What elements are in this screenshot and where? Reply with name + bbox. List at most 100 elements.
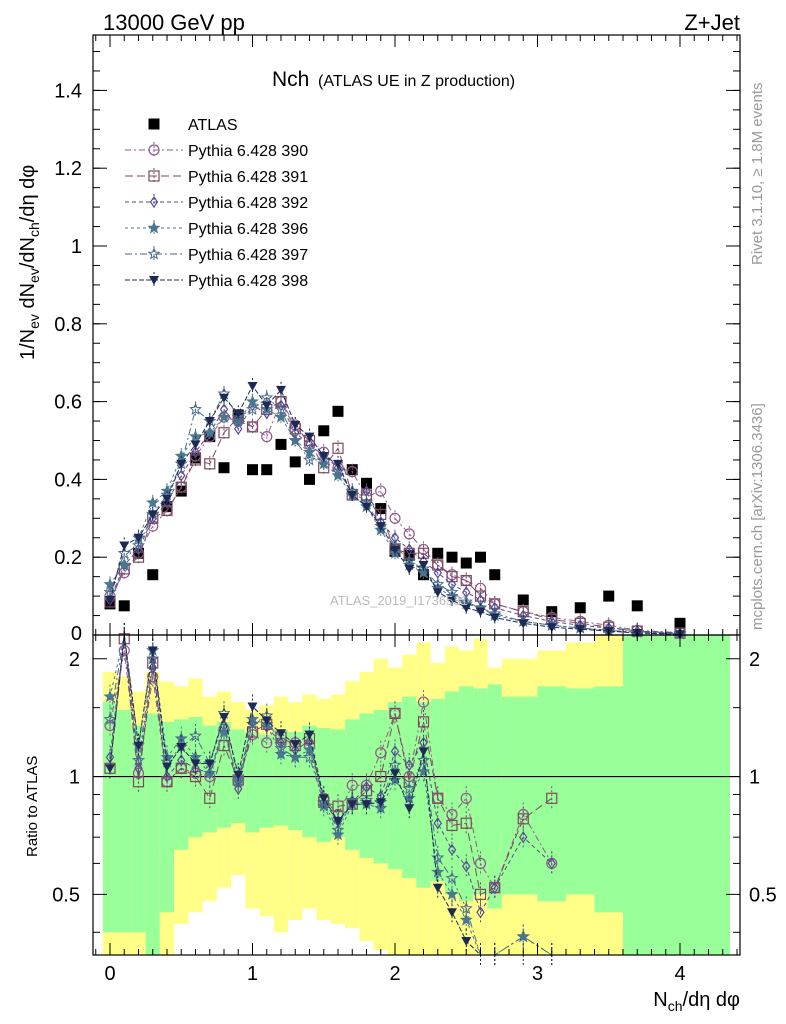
legend: ATLAS Pythia 6.428 390 Pythia 6.428 391 Pyt… [125,117,308,290]
data-point [103,712,117,725]
ratio-line [109,638,553,896]
data-point [105,751,115,764]
data-point [147,510,158,520]
data-point [149,276,159,285]
data-point [246,421,259,433]
data-point [362,781,371,794]
data-point [546,623,557,633]
data-point [148,118,160,130]
data-point [189,729,202,742]
data-point [405,759,414,772]
legend-entry: Pythia 6.428 396 [125,220,308,238]
plot-subtitle: (ATLAS UE in Z production) [318,73,515,90]
ratio-series [105,623,553,967]
data-point [318,794,329,804]
data-point [517,594,529,606]
data-point [190,440,201,450]
data-point [133,533,144,543]
legend-label: Pythia 6.428 392 [188,195,308,212]
data-point [445,871,459,884]
data-point [105,764,115,774]
data-point [247,702,258,712]
data-point [390,769,400,779]
data-point [432,883,443,893]
data-point [288,433,302,446]
legend-entry: Pythia 6.428 397 [125,246,308,264]
ratio-band-green [594,686,623,913]
data-point [447,843,457,856]
data-point [332,442,344,454]
data-point [118,600,130,612]
data-point [147,221,161,234]
data-point [304,473,315,485]
data-point [118,644,130,657]
ratio-band-green [566,688,595,895]
data-point [446,808,458,821]
data-point [119,541,130,551]
data-point [432,588,443,598]
data-point [261,401,272,411]
data-point [475,607,486,617]
data-point [162,496,172,509]
data-point [402,554,416,567]
data-point [631,600,643,612]
energy-label: 13000 GeV pp [103,10,245,35]
data-point [390,545,400,555]
data-point [103,585,117,598]
data-point [134,762,143,775]
data-point [333,816,343,826]
data-point [117,546,131,559]
data-point [304,432,315,442]
data-point [446,819,458,832]
data-point [218,462,230,474]
data-point [274,741,288,755]
data-point [318,425,330,437]
series-line [109,385,681,635]
data-point [231,414,245,427]
data-point [233,409,244,419]
ratio-band-green [245,731,260,833]
data-point [490,881,499,894]
data-point [132,753,145,766]
ratio-y-tick-label-right: 1 [749,767,760,789]
data-point [234,422,243,435]
data-point [260,390,274,404]
data-point [261,464,273,476]
x-tick-label: 1 [247,963,258,985]
data-point [375,522,386,532]
y-tick-label: 1.4 [54,80,82,102]
data-point [375,770,387,783]
ratio-band-green [501,696,538,895]
data-point [203,425,217,439]
data-point [518,619,529,629]
data-point [459,913,473,926]
data-point [234,782,243,795]
data-point [219,712,229,722]
data-point [389,707,401,720]
x-tick-label: 0 [104,963,115,985]
legend-entry: Pythia 6.428 398 [125,272,308,290]
data-point [476,906,485,919]
data-point [161,504,173,517]
data-point [475,551,486,563]
data-point [177,469,186,482]
legend-label: ATLAS [188,117,238,134]
data-point [162,770,172,783]
legend-label: Pythia 6.428 390 [188,143,308,160]
data-point [331,468,345,482]
data-point [146,651,160,665]
data-point [389,512,401,524]
legend-entry: ATLAS [148,117,238,134]
y-tick-label: 0.6 [54,392,82,414]
data-point [459,901,473,915]
ratio-band-green [373,709,388,864]
data-point [105,595,115,605]
data-point [303,453,316,466]
data-point [431,577,445,591]
legend-entry: Pythia 6.428 392 [125,194,308,212]
data-point [402,782,416,795]
ratio-y-tick-label: 1 [69,767,80,789]
data-point [290,420,301,430]
data-point [217,410,231,423]
